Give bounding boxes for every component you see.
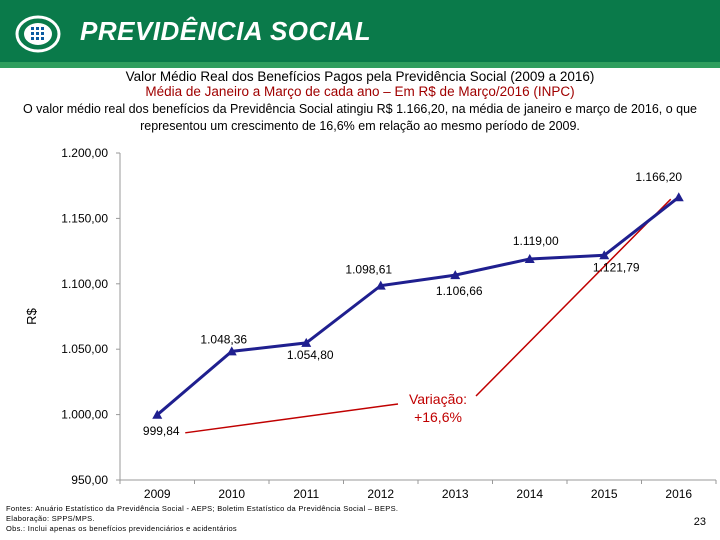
line-chart: 950,00 1.000,00 1.050,00 1.100,00 1.150,00 1.… <box>24 146 717 501</box>
series-line <box>156 196 680 416</box>
data-label: 1.048,36 <box>200 332 247 346</box>
y-tick-label: 1.150,00 <box>61 211 108 225</box>
data-label: 999,84 <box>143 424 180 438</box>
data-label: 1.098,61 <box>345 263 392 277</box>
y-tick-label: 1.050,00 <box>61 342 108 356</box>
data-label: 1.166,20 <box>635 170 682 184</box>
data-label: 1.119,00 <box>513 234 559 248</box>
x-tick-label: 2015 <box>591 487 618 501</box>
data-label: 1.106,66 <box>436 284 483 298</box>
x-tick-label: 2012 <box>367 487 394 501</box>
x-tick-label: 2009 <box>144 487 171 501</box>
data-label: 1.054,80 <box>287 348 334 362</box>
y-tick-label: 1.000,00 <box>61 408 108 422</box>
footnote-elaboration: Elaboração: SPPS/MPS. <box>6 514 95 523</box>
data-point <box>673 192 684 202</box>
data-point <box>599 250 610 260</box>
y-tick-label: 1.100,00 <box>61 277 108 291</box>
data-point <box>226 346 237 356</box>
y-tick-label: 950,00 <box>71 473 108 487</box>
x-tick-label: 2011 <box>293 487 319 501</box>
variation-line-start <box>185 403 399 434</box>
footnotes: Fontes: Anuário Estatístico da Previdênc… <box>6 504 398 534</box>
footnote-observation: Obs.: Inclui apenas os benefícios previd… <box>6 524 237 533</box>
x-tick-label: 2016 <box>665 487 692 501</box>
page-number: 23 <box>693 516 706 528</box>
footnote-sources: Fontes: Anuário Estatístico da Previdênc… <box>6 504 399 513</box>
y-axis-title: R$ <box>24 307 39 324</box>
description-text: O valor médio real dos benefícios da Pre… <box>22 102 698 133</box>
x-tick-label: 2013 <box>442 487 469 501</box>
data-point <box>375 280 386 290</box>
previdencia-logo-icon <box>15 15 61 53</box>
data-point <box>152 409 163 419</box>
x-tick-label: 2014 <box>516 487 543 501</box>
variation-line-end <box>475 198 672 397</box>
header-bar: PREVIDÊNCIA SOCIAL <box>0 0 720 68</box>
chart-subtitle: Média de Janeiro a Março de cada ano – E… <box>145 84 575 99</box>
data-point <box>524 253 535 263</box>
header-band <box>0 62 720 68</box>
data-point <box>301 337 312 347</box>
data-label: 1.121,79 <box>593 260 640 274</box>
variation-annotation-value: +16,6% <box>414 409 462 425</box>
x-tick-label: 2010 <box>218 487 245 501</box>
chart-title: Valor Médio Real dos Benefícios Pagos pe… <box>125 69 595 84</box>
data-point <box>450 270 461 280</box>
variation-annotation-label: Variação: <box>409 391 467 407</box>
brand-title: PREVIDÊNCIA SOCIAL <box>80 16 372 46</box>
y-tick-label: 1.200,00 <box>61 146 108 160</box>
